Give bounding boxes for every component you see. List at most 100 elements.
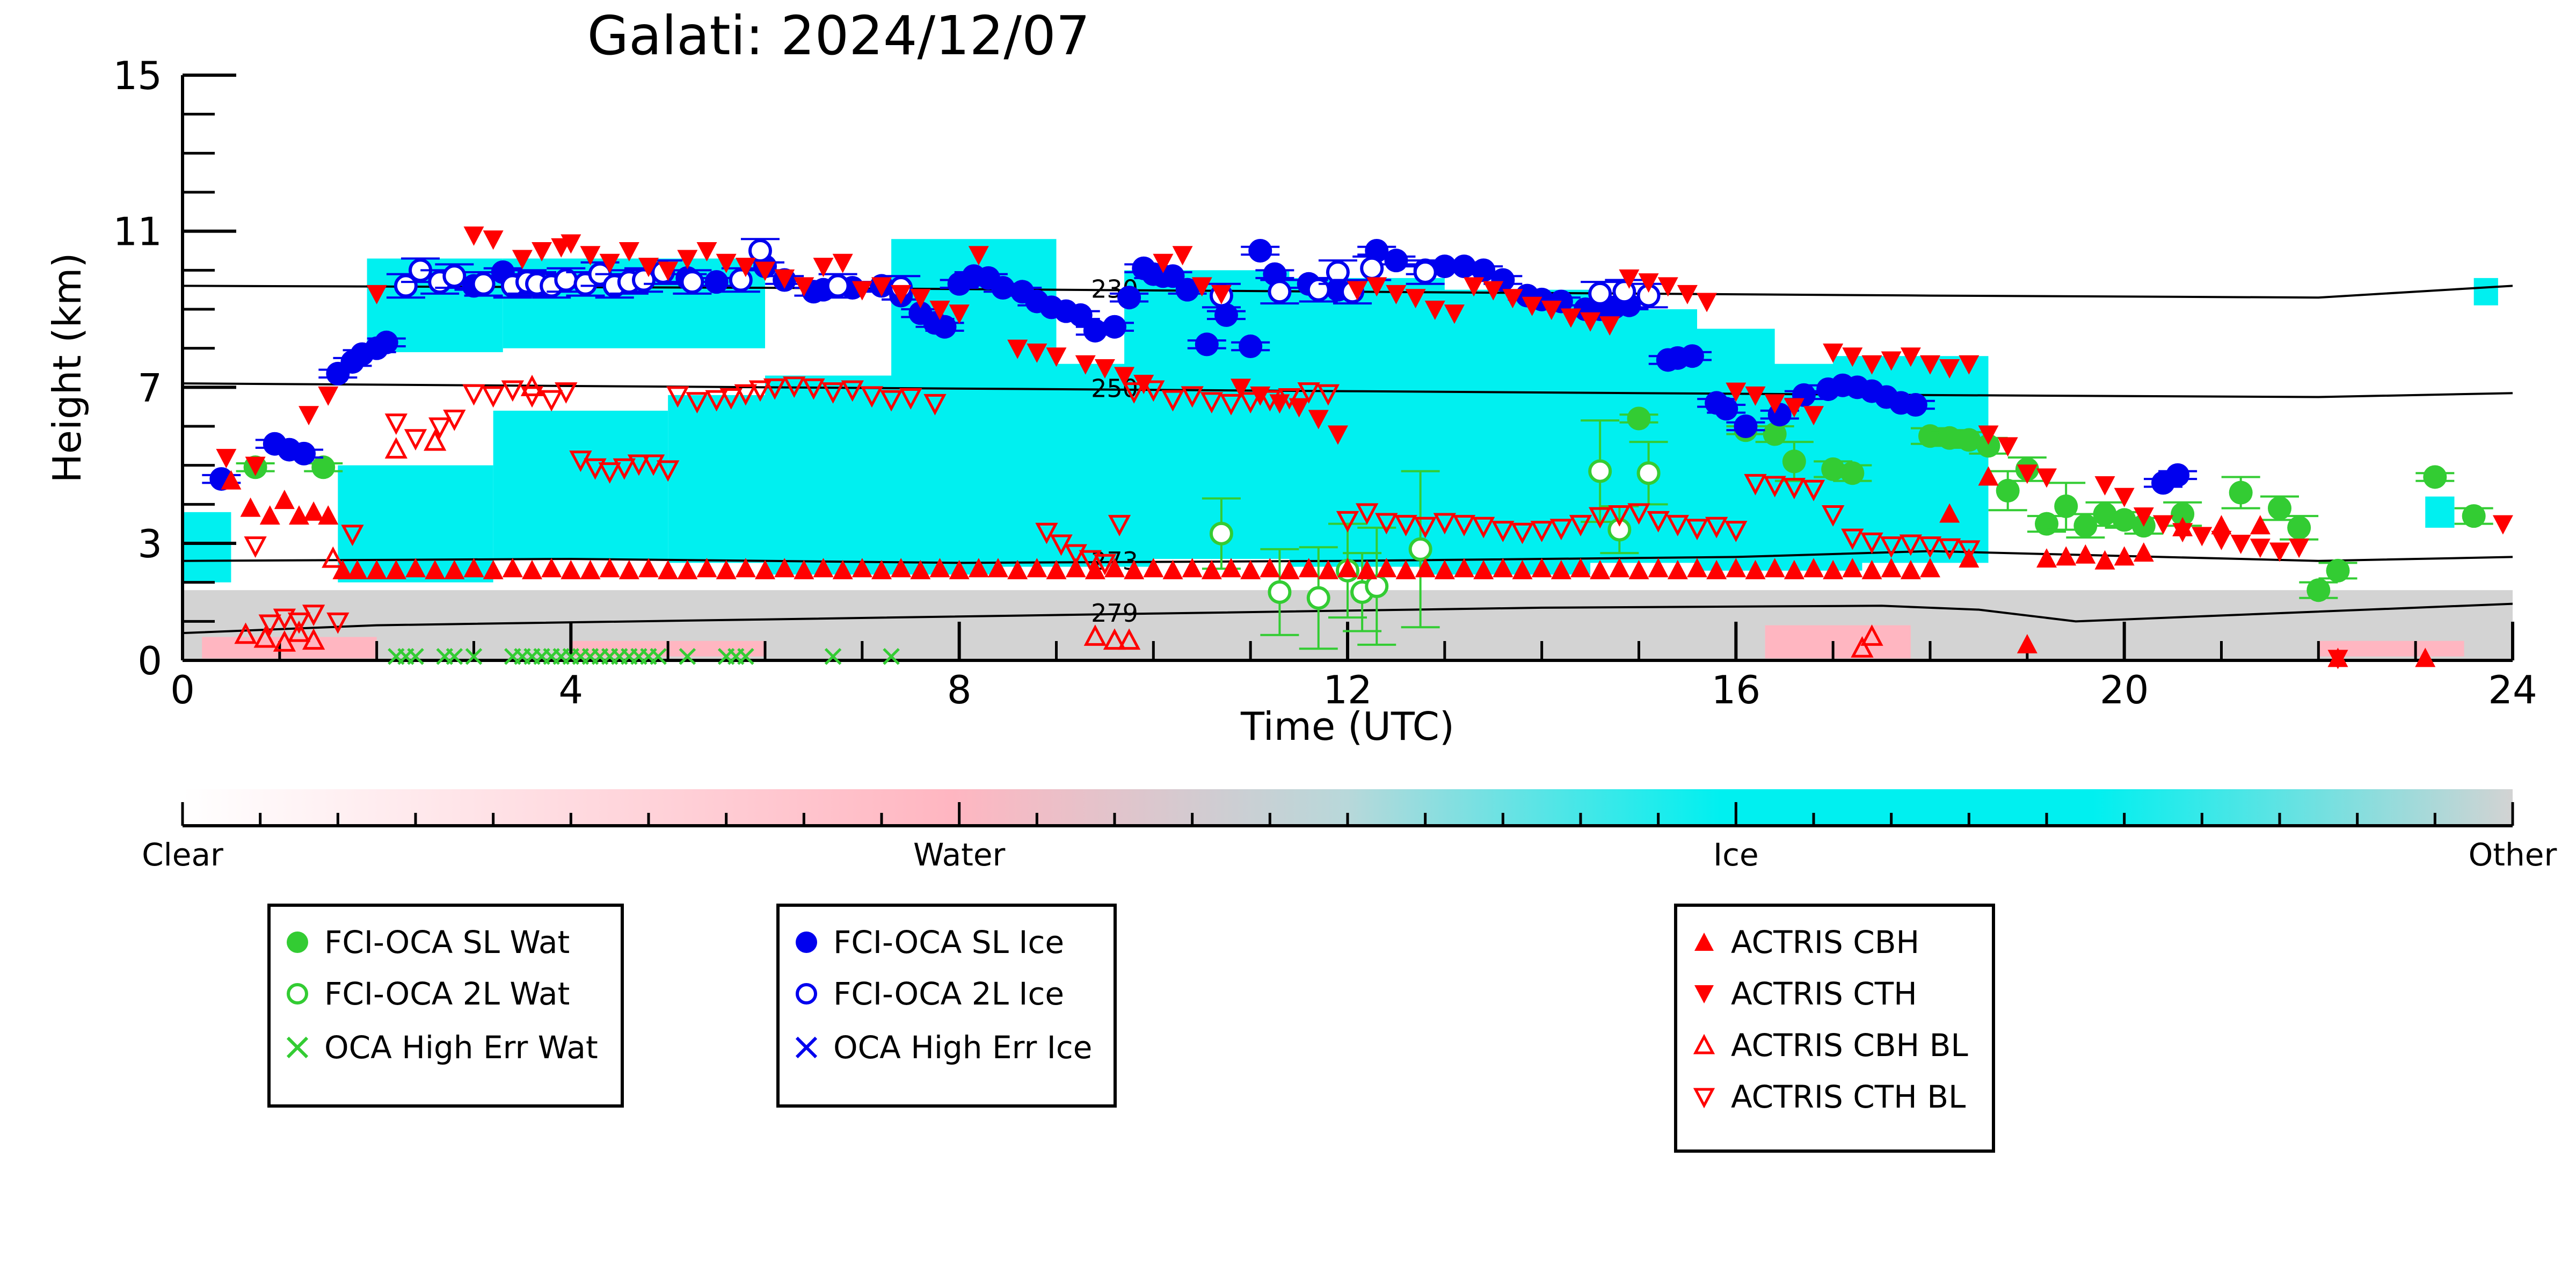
data-point	[755, 559, 775, 579]
data-point	[1802, 479, 1825, 501]
data-point	[1424, 301, 1445, 320]
data-point	[1861, 355, 1882, 375]
data-point	[1079, 550, 1102, 572]
data-point	[2462, 504, 2486, 528]
data-point	[832, 253, 853, 273]
data-point	[444, 559, 465, 579]
data-point	[1939, 503, 1960, 523]
data-point	[1239, 334, 1263, 359]
data-point	[680, 270, 704, 294]
data-point	[1347, 281, 1368, 301]
data-point	[1103, 628, 1126, 650]
data-point	[716, 559, 737, 579]
data-point	[287, 620, 311, 642]
data-point	[1306, 278, 1330, 302]
triangle-down-icon	[1677, 968, 1731, 1020]
data-point	[462, 384, 485, 406]
data-point	[384, 413, 407, 435]
data-point	[1530, 521, 1553, 542]
data-point	[1638, 273, 1659, 293]
data-point	[259, 505, 280, 525]
data-point	[318, 386, 339, 406]
data-point	[1493, 558, 1513, 578]
data-point	[471, 272, 496, 296]
data-point	[1726, 558, 1747, 578]
data-point	[1413, 260, 1437, 284]
data-point	[483, 230, 504, 250]
data-point	[1714, 397, 1738, 421]
data-point	[1607, 518, 1632, 542]
legend-water: FCI-OCA SL Wat FCI-OCA 2L Wat OCA High E…	[267, 904, 624, 1108]
data-point	[949, 559, 970, 579]
data-point	[638, 258, 659, 278]
data-point	[2094, 476, 2115, 496]
data-point	[642, 454, 665, 476]
data-point	[1195, 332, 1219, 356]
data-point	[879, 390, 903, 412]
data-point	[1027, 558, 1047, 578]
data-point	[1075, 355, 1096, 375]
triangle-up-open-icon	[1677, 1020, 1731, 1071]
data-point	[326, 612, 350, 634]
data-point	[1434, 559, 1455, 579]
data-point	[1724, 521, 1748, 542]
data-point	[1842, 558, 1863, 578]
colorbar-label: Ice	[1713, 836, 1759, 873]
data-point	[1744, 474, 1767, 496]
data-point	[826, 274, 850, 298]
data-point	[580, 246, 601, 266]
data-point	[1782, 449, 1806, 474]
data-point	[735, 258, 756, 278]
data-point	[2054, 494, 2078, 518]
data-point	[2036, 468, 2057, 488]
data-point	[584, 458, 607, 480]
data-point	[1491, 521, 1515, 542]
data-point	[2268, 496, 2291, 520]
data-point	[1881, 558, 1902, 578]
data-point	[613, 458, 636, 480]
data-point	[599, 558, 620, 578]
data-point	[580, 559, 601, 579]
data-point	[384, 437, 407, 459]
data-point	[1124, 559, 1145, 579]
data-point	[1297, 382, 1320, 404]
data-point	[2035, 512, 2058, 536]
data-point	[1415, 558, 1436, 578]
legend-label: FCI-OCA 2L Ice	[833, 976, 1065, 1012]
data-point	[2250, 515, 2271, 535]
data-point	[2114, 487, 2135, 507]
data-point	[2287, 515, 2311, 540]
data-point	[2229, 481, 2253, 505]
data-point	[2211, 530, 2232, 550]
data-point	[2423, 465, 2447, 489]
data-point	[1473, 559, 1494, 579]
data-point	[1745, 559, 1766, 579]
data-point	[2171, 502, 2195, 526]
data-point	[1860, 624, 1883, 646]
data-point	[1627, 503, 1650, 525]
data-point	[1978, 425, 1999, 445]
data-point	[1726, 382, 1747, 402]
data-point	[1268, 580, 1292, 604]
data-point	[463, 558, 484, 578]
data-point	[968, 246, 989, 266]
data-point	[618, 242, 639, 261]
data-point	[2306, 578, 2331, 602]
open-circle-icon	[780, 968, 833, 1020]
data-point	[1511, 522, 1534, 544]
data-point	[1365, 574, 1389, 598]
data-point	[2056, 546, 2077, 566]
data-point	[322, 546, 345, 568]
data-point	[1452, 254, 1476, 279]
data-point	[1958, 540, 1981, 562]
data-point	[1104, 558, 1125, 578]
data-point	[1326, 260, 1350, 284]
data-point	[274, 490, 295, 510]
data-point	[405, 558, 426, 578]
data-point	[332, 559, 353, 579]
isotherm-label: 250	[1091, 374, 1138, 403]
data-point	[599, 253, 620, 273]
data-point	[1551, 559, 1571, 579]
data-point	[1763, 476, 1786, 498]
